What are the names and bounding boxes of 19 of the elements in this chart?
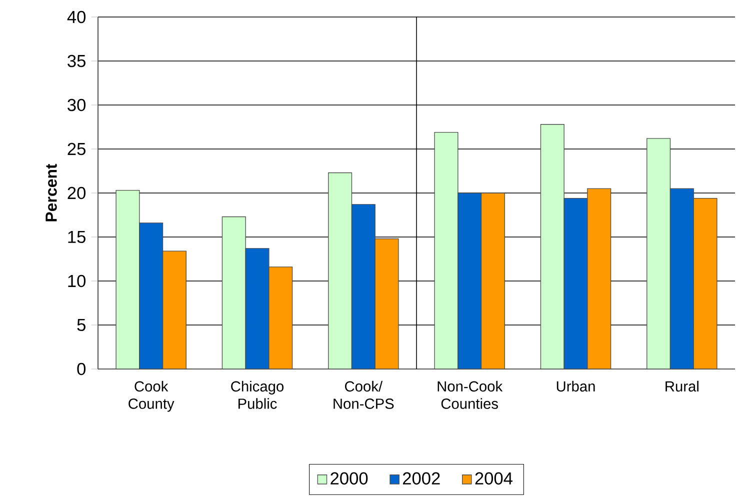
y-tick-label: 40 [67, 10, 86, 24]
legend-label: 2004 [475, 472, 512, 485]
y-axis-title: Percent [46, 164, 57, 222]
x-tick-label: Rural [666, 380, 698, 392]
y-tick-label: 5 [77, 318, 86, 332]
y-tick-label: 35 [68, 54, 86, 68]
y-tick-label: 30 [68, 98, 86, 112]
legend-label: 2002 [402, 472, 440, 485]
x-tick-label: Cook/ Non-CPS [334, 380, 394, 409]
y-tick-label: 25 [68, 142, 86, 156]
legend-label: 2000 [330, 472, 368, 485]
y-tick-label: 10 [68, 274, 86, 288]
x-tick-label: Non-Cook Counties [438, 380, 503, 409]
y-tick-label: 20 [68, 186, 86, 200]
y-tick-label: 15 [68, 230, 86, 244]
x-tick-label: Chicago Public [231, 380, 284, 409]
x-tick-label: Cook County [128, 380, 174, 412]
x-tick-label: Urban [556, 380, 595, 392]
y-tick-label: 0 [77, 362, 86, 376]
